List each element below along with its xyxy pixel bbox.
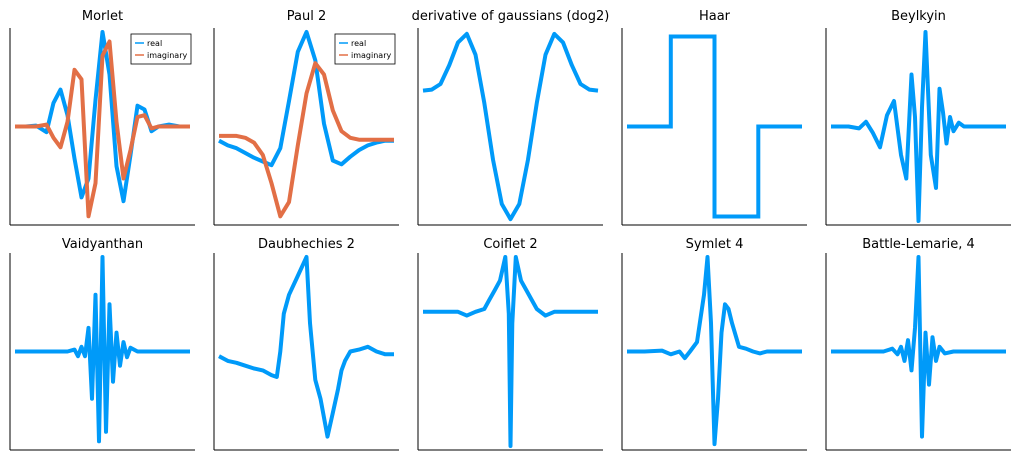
legend-box bbox=[334, 33, 396, 65]
series-line-wavelet bbox=[627, 34, 802, 219]
subplot-title: Paul 2 bbox=[287, 9, 326, 24]
subplot-3: derivative of gaussians (dog2) bbox=[412, 9, 610, 226]
subplot-6: Vaidyanthan bbox=[9, 237, 195, 451]
subplot-title: Symlet 4 bbox=[686, 237, 744, 252]
series-line-wavelet bbox=[218, 255, 394, 439]
subplot-4: Haar bbox=[621, 9, 807, 226]
series-line-wavelet bbox=[831, 255, 1006, 439]
legend: real imaginary bbox=[130, 33, 192, 65]
subplot-9: Symlet 4 bbox=[621, 237, 807, 451]
subplot-title: Daubhechies 2 bbox=[258, 237, 355, 252]
subplot-title: Vaidyanthan bbox=[62, 237, 143, 252]
subplot-1: Morlet real imaginary bbox=[9, 9, 195, 226]
subplot-5: Beylkyin bbox=[825, 9, 1011, 226]
series-line-wavelet bbox=[627, 255, 802, 447]
subplot-8: Coiflet 2 bbox=[417, 237, 603, 451]
subplot-title: derivative of gaussians (dog2) bbox=[412, 9, 610, 24]
subplot-title: Morlet bbox=[82, 9, 123, 24]
series-line-wavelet bbox=[423, 255, 598, 448]
legend-label: real bbox=[147, 39, 162, 48]
subplot-title: Beylkyin bbox=[891, 9, 946, 24]
series-line-real bbox=[218, 30, 394, 168]
subplot-7: Daubhechies 2 bbox=[213, 237, 399, 451]
legend-label: imaginary bbox=[147, 51, 187, 60]
subplot-title: Battle-Lemarie, 4 bbox=[862, 237, 975, 252]
subplot-2: Paul 2 real imaginary bbox=[213, 9, 399, 226]
legend: real imaginary bbox=[334, 33, 396, 65]
legend-box bbox=[130, 33, 192, 65]
series-line-wavelet bbox=[422, 31, 599, 222]
legend-label: imaginary bbox=[351, 51, 391, 60]
subplot-10: Battle-Lemarie, 4 bbox=[825, 237, 1011, 451]
series-line-imaginary bbox=[219, 61, 394, 219]
series-line-wavelet bbox=[15, 255, 190, 444]
series-line-imaginary bbox=[15, 39, 190, 219]
subplot-title: Coiflet 2 bbox=[483, 237, 537, 252]
legend-label: real bbox=[351, 39, 366, 48]
subplot-title: Haar bbox=[699, 9, 731, 24]
series-line-wavelet bbox=[831, 30, 1006, 223]
